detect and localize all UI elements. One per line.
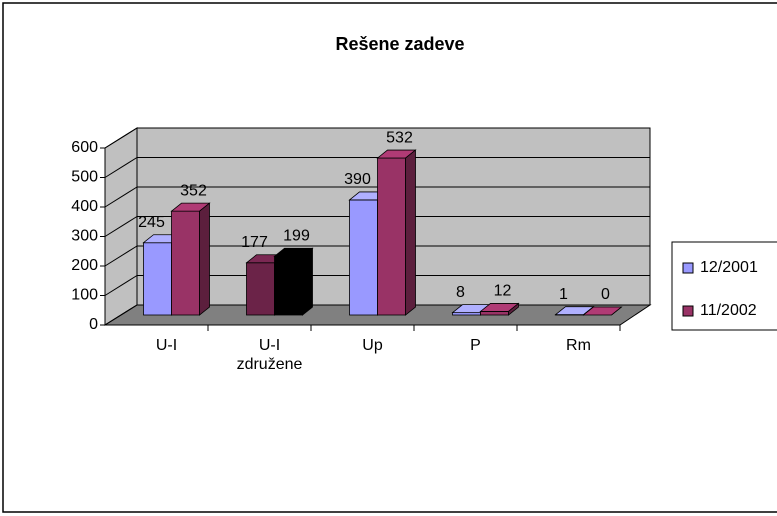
legend-label: 12/2001 xyxy=(700,259,758,276)
bar xyxy=(170,202,211,316)
data-label: 390 xyxy=(344,171,371,188)
bar-front xyxy=(480,311,509,316)
data-label: 1 xyxy=(559,286,568,303)
y-tick-label: 500 xyxy=(71,169,98,186)
y-tick-label: 300 xyxy=(71,228,98,245)
grid-line xyxy=(104,157,138,178)
y-tick-label: 0 xyxy=(89,316,98,333)
y-tick-label: 200 xyxy=(71,257,98,274)
data-label: 532 xyxy=(386,129,413,146)
grid-line xyxy=(104,216,138,237)
x-tick-label: Rm xyxy=(566,337,591,354)
bar xyxy=(582,306,623,316)
x-tick-label: U-I xyxy=(155,337,178,354)
bar-front xyxy=(377,157,406,316)
data-label: 0 xyxy=(601,286,610,303)
grid-line xyxy=(104,275,138,296)
grid-line xyxy=(104,245,138,267)
y-tick-label: 600 xyxy=(71,139,98,156)
bar-front xyxy=(349,199,378,316)
bar-front xyxy=(143,242,172,316)
grid-line xyxy=(104,127,138,149)
bar-side xyxy=(199,202,210,316)
bar-side xyxy=(405,149,416,316)
data-label: 8 xyxy=(456,284,465,301)
legend-swatch xyxy=(682,262,694,274)
data-label: 177 xyxy=(241,234,268,251)
legend-label: 11/2002 xyxy=(700,302,757,319)
bar-front xyxy=(171,210,200,316)
x-tick-label: Up xyxy=(362,337,383,354)
x-tick-label: U-I združene xyxy=(236,337,303,373)
grid-line xyxy=(104,186,138,208)
chart-title: Rešene zadeve xyxy=(335,34,464,54)
data-label: 352 xyxy=(180,182,207,199)
bar xyxy=(376,149,417,316)
bar-side xyxy=(302,247,313,316)
y-tick-label: 100 xyxy=(71,287,98,304)
grid-line xyxy=(104,304,138,326)
data-label: 245 xyxy=(138,214,165,231)
data-label: 199 xyxy=(283,228,310,245)
bar-front xyxy=(274,255,303,316)
data-label: 12 xyxy=(494,283,512,300)
bar-side xyxy=(508,302,519,316)
x-tick-label: P xyxy=(470,337,481,354)
y-tick-label: 400 xyxy=(71,198,98,215)
bar-side xyxy=(611,306,622,316)
legend-swatch xyxy=(682,305,694,317)
bar xyxy=(273,247,314,316)
bar-front xyxy=(246,262,275,316)
bar xyxy=(479,302,520,316)
